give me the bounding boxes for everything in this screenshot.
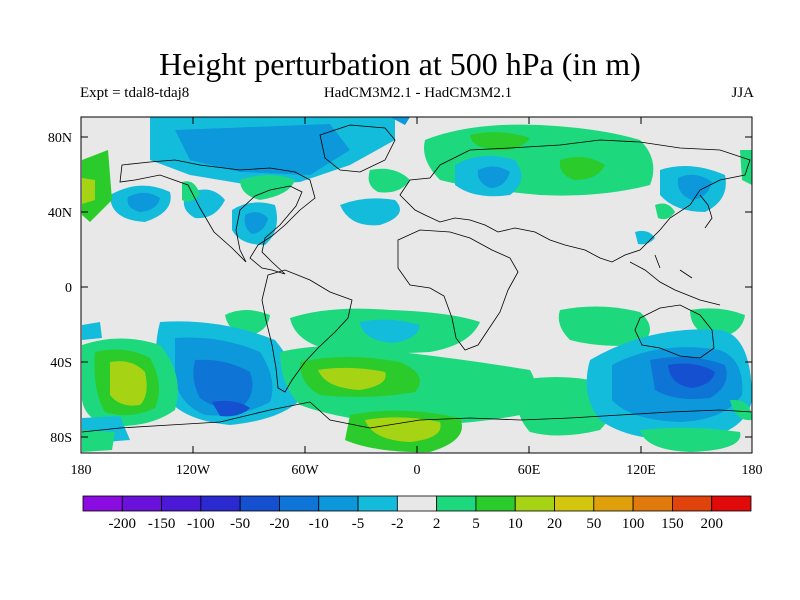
colorbar-swatch [593, 495, 634, 512]
colorbar-swatch [436, 495, 477, 512]
coast-se-asia [629, 254, 721, 306]
colorbar-swatch [475, 495, 516, 512]
colorbar-label: -100 [187, 516, 215, 532]
anomaly-region [740, 150, 752, 185]
plot-title: Height perturbation at 500 hPa (in m) [159, 46, 641, 82]
colorbar-label: 2 [433, 516, 441, 532]
anomaly-region [668, 363, 715, 388]
model-label: HadCM3M2.1 - HadCM3M2.1 [323, 85, 513, 101]
anomaly-region [175, 124, 350, 175]
colorbar-label: -20 [269, 516, 289, 532]
lon-label: 0 [414, 463, 421, 478]
longitude-labels: 180 120W 60W 0 60E 120E 180 [71, 463, 763, 478]
anomaly-region [640, 427, 741, 452]
anomaly-region [655, 203, 675, 220]
anomaly-region [318, 367, 386, 390]
colorbar-swatch [357, 495, 398, 512]
colorbar-label: 10 [508, 516, 523, 532]
colorbar-label: 200 [700, 516, 723, 532]
colorbar-swatch [82, 495, 123, 512]
anomaly-region [677, 174, 712, 200]
colorbar-label: -50 [230, 516, 250, 532]
colorbar-swatch [396, 495, 438, 512]
latitude-labels: 80N 40N 0 40S 80S [48, 131, 72, 446]
anomaly-region [82, 430, 115, 452]
colorbar-label: 5 [472, 516, 480, 532]
lon-label: 120W [176, 463, 211, 478]
lon-label: 60E [518, 463, 541, 478]
anomaly-region [477, 166, 510, 188]
colorbar-swatch [121, 495, 162, 512]
season-label: JJA [731, 85, 754, 101]
anomaly-region [390, 117, 410, 125]
coast-antarctica [81, 401, 752, 433]
anomaly-region [193, 359, 253, 409]
colorbar-label: 50 [586, 516, 601, 532]
coast-north-america [119, 159, 316, 275]
anomaly-region [559, 156, 605, 180]
anomaly-region [82, 322, 102, 340]
colorbar-label: -150 [148, 516, 176, 532]
anomaly-region [558, 306, 650, 346]
colorbar: -200 -150 -100 -50 -20 -10 -5 -2 2 5 10 20 50 100 150 2… [82, 495, 752, 532]
colorbar-swatch [514, 495, 555, 512]
anomaly-region [110, 361, 147, 406]
colorbar-label: 20 [547, 516, 562, 532]
coastlines [81, 124, 752, 433]
anomaly-region [82, 150, 112, 222]
anomaly-region [82, 178, 95, 204]
coast-eurasia [399, 139, 751, 263]
anomaly-region [368, 168, 410, 193]
colorbar-label: -200 [109, 516, 137, 532]
lat-label: 40S [50, 356, 72, 371]
colorbar-label: -10 [309, 516, 329, 532]
colorbar-swatch [318, 495, 359, 512]
colorbar-swatch [672, 495, 713, 512]
anomaly-region [244, 212, 268, 234]
coast-australia [634, 304, 715, 359]
lat-label: 40N [48, 206, 72, 221]
coast-japan [699, 194, 713, 229]
colorbar-swatch [239, 495, 280, 512]
experiment-label: Expt = tdal8-tdaj8 [80, 85, 190, 101]
colorbar-swatch [554, 495, 595, 512]
anomaly-region [212, 400, 250, 417]
lat-label: 80S [50, 431, 72, 446]
coast-south-america [261, 269, 353, 393]
lon-label: 180 [742, 463, 763, 478]
lon-label: 60W [291, 463, 319, 478]
anomaly-region [360, 319, 420, 343]
anomaly-region [365, 417, 441, 442]
colorbar-swatch [279, 495, 320, 512]
anomaly-region [340, 198, 400, 226]
lon-label: 120E [626, 463, 656, 478]
anomaly-region [730, 399, 752, 421]
anomaly-region [240, 175, 295, 200]
anomaly-region [127, 192, 160, 212]
coast-africa [397, 229, 519, 351]
colorbar-swatch [200, 495, 241, 512]
colorbar-label: -5 [352, 516, 365, 532]
colorbar-label: -2 [391, 516, 404, 532]
tick-marks [81, 117, 752, 453]
colorbar-label: 150 [661, 516, 684, 532]
coast-greenland [319, 124, 396, 173]
anomaly-region [470, 132, 530, 151]
anomaly-region [635, 230, 655, 245]
colorbar-swatch [632, 495, 673, 512]
colorbar-swatch [161, 495, 202, 512]
perturbation-field [82, 117, 752, 453]
colorbar-swatch [711, 495, 752, 512]
lat-label: 0 [65, 281, 72, 296]
lat-label: 80N [48, 131, 72, 146]
colorbar-label: 100 [622, 516, 645, 532]
lon-label: 180 [71, 463, 92, 478]
